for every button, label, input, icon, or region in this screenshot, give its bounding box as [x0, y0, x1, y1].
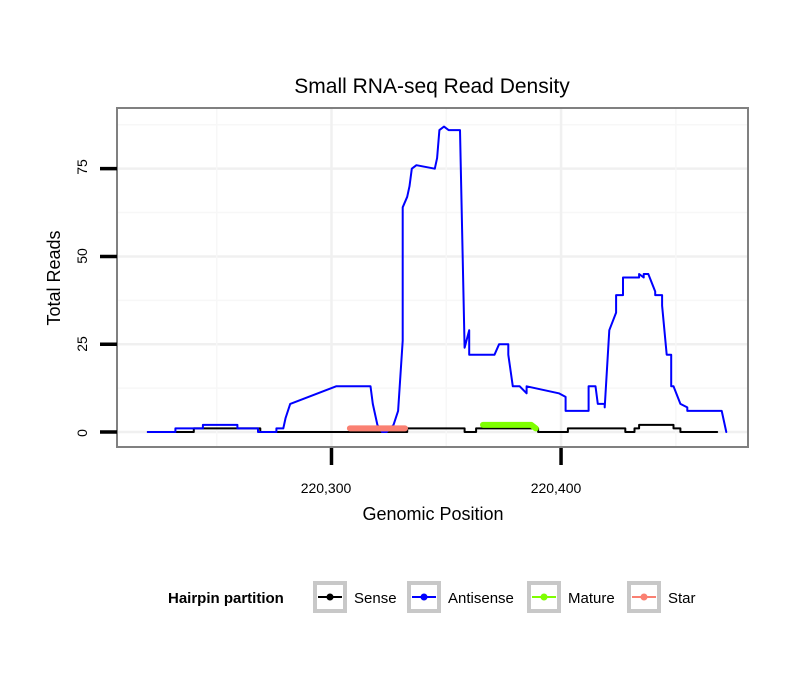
- y-tick-label: 50: [74, 248, 90, 264]
- data-series: [146, 125, 728, 433]
- legend-key-dot: [640, 593, 648, 601]
- x-tick-label: 220,400: [531, 480, 582, 496]
- x-tick-label: 220,300: [301, 480, 352, 496]
- legend-item-star: Star: [627, 581, 696, 613]
- legend-title: Hairpin partition: [168, 590, 284, 607]
- legend-label: Mature: [568, 590, 615, 607]
- plot-panel: [116, 107, 749, 448]
- legend-label: Sense: [354, 590, 397, 607]
- series-line-antisense: [146, 125, 728, 433]
- legend-item-sense: Sense: [313, 581, 397, 613]
- y-tick-label: 0: [74, 429, 90, 437]
- legend-item-mature: Mature: [527, 581, 615, 613]
- axes: [100, 166, 563, 465]
- legend-key-dot: [326, 593, 334, 601]
- y-tick-label: 75: [74, 159, 90, 175]
- legend-label: Star: [668, 590, 696, 607]
- legend-key-box: [527, 581, 561, 613]
- legend-key-dot: [540, 593, 548, 601]
- legend: Hairpin partition Sense Antisense Mature…: [168, 581, 696, 613]
- legend-key-dot: [420, 593, 428, 601]
- x-axis-title: Genomic Position: [362, 504, 503, 524]
- legend-label: Antisense: [448, 590, 514, 607]
- legend-item-antisense: Antisense: [407, 581, 514, 613]
- series-line-mature: [480, 421, 539, 432]
- y-tick-label: 25: [74, 336, 90, 352]
- chart-title: Small RNA-seq Read Density: [294, 75, 570, 98]
- y-axis-title: Total Reads: [44, 230, 64, 325]
